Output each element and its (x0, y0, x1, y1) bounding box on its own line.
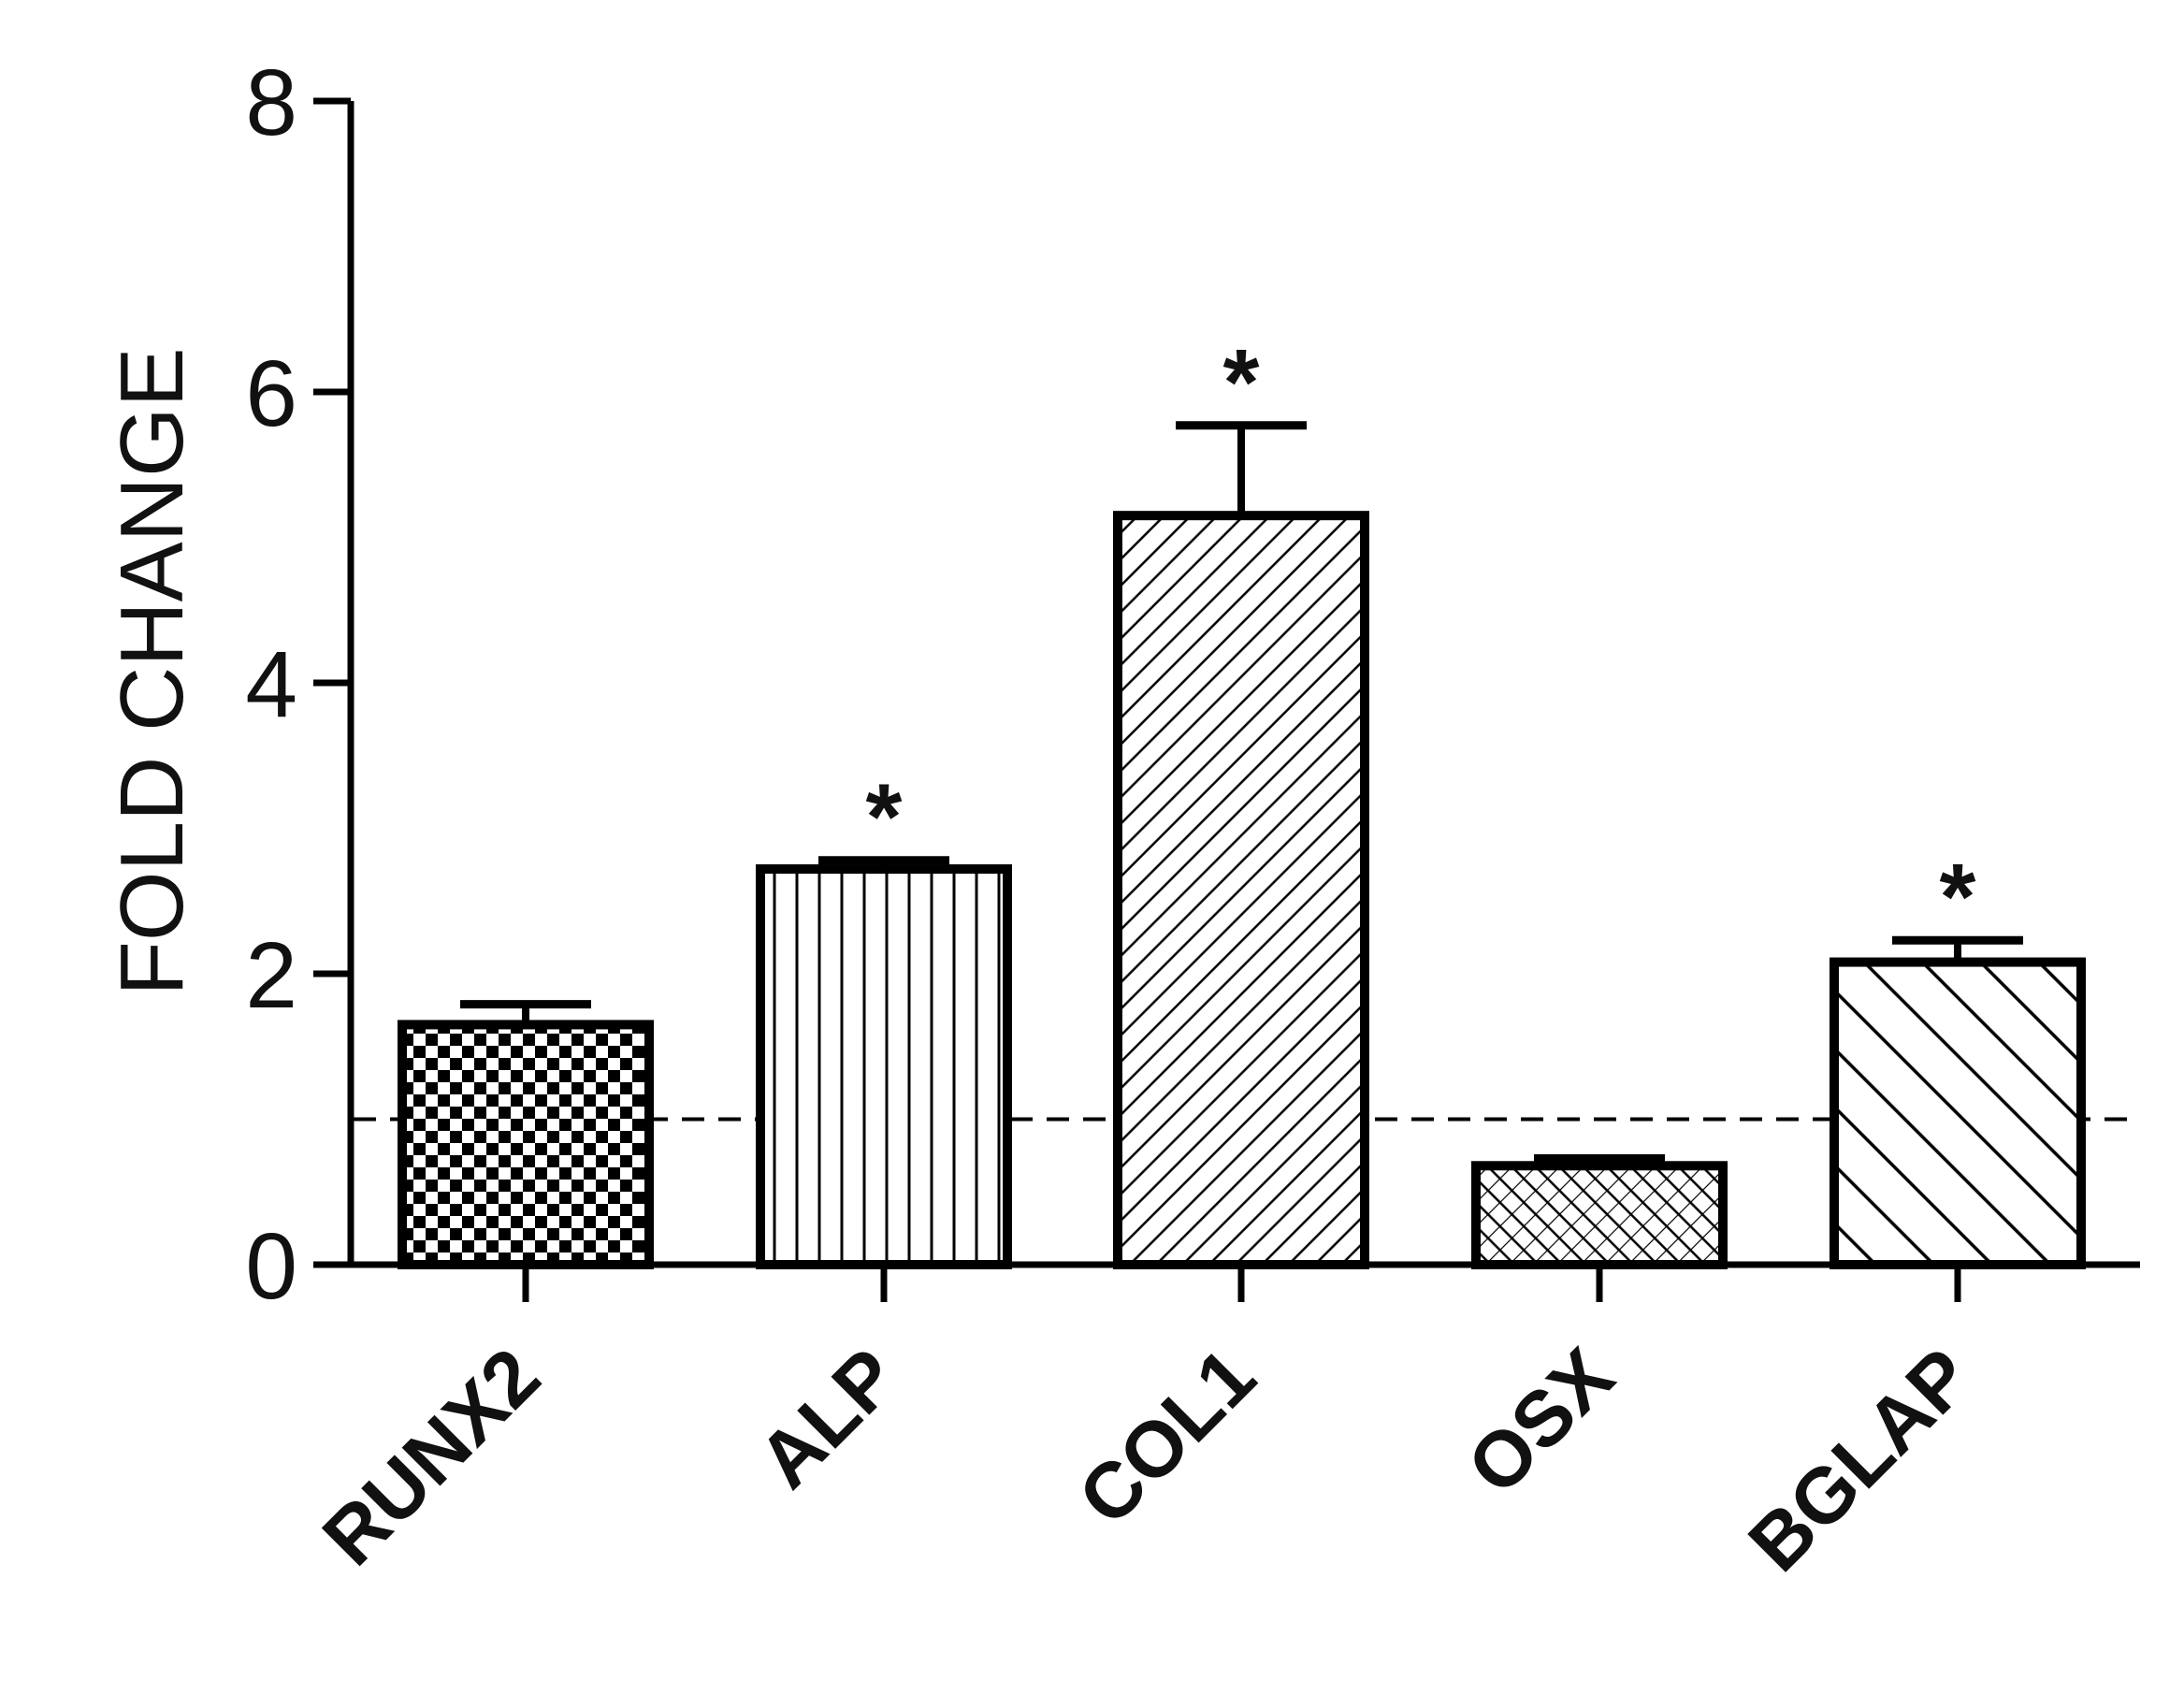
x-category-label: ALP (741, 1331, 914, 1504)
bar (756, 864, 1012, 1269)
bar-group-alp: * (756, 765, 1012, 1269)
bar (1471, 1161, 1728, 1270)
x-axis-ticks: RUNX2 ALP COL1 OSX BGLAP (306, 1265, 1989, 1588)
significance-marker: * (1223, 330, 1260, 435)
y-tick-label: 2 (245, 923, 297, 1028)
axes (313, 101, 2140, 1268)
bars: * * * (398, 330, 2086, 1270)
bar (1830, 957, 2086, 1270)
y-axis-title: FOLD CHANGE (102, 347, 202, 995)
bar-group-osx (1471, 1153, 1728, 1270)
y-tick-label: 6 (245, 341, 297, 446)
x-category-label: BGLAP (1731, 1331, 1988, 1587)
significance-marker: * (1940, 845, 1976, 949)
x-category-label: RUNX2 (306, 1331, 557, 1582)
significance-marker: * (866, 765, 903, 870)
x-category-label: OSX (1451, 1331, 1630, 1511)
bar (398, 1020, 654, 1270)
bar (1113, 511, 1369, 1269)
x-category-label: COL1 (1062, 1331, 1272, 1542)
y-tick-label: 4 (245, 632, 297, 737)
y-tick-label: 0 (245, 1214, 297, 1319)
y-axis-ticks: 0 2 4 6 8 (245, 51, 351, 1319)
bar-group-bglap: * (1830, 845, 2086, 1270)
y-tick-label: 8 (245, 51, 297, 155)
bar-group-col1: * (1113, 330, 1369, 1269)
bar-group-runx2 (398, 1000, 654, 1270)
